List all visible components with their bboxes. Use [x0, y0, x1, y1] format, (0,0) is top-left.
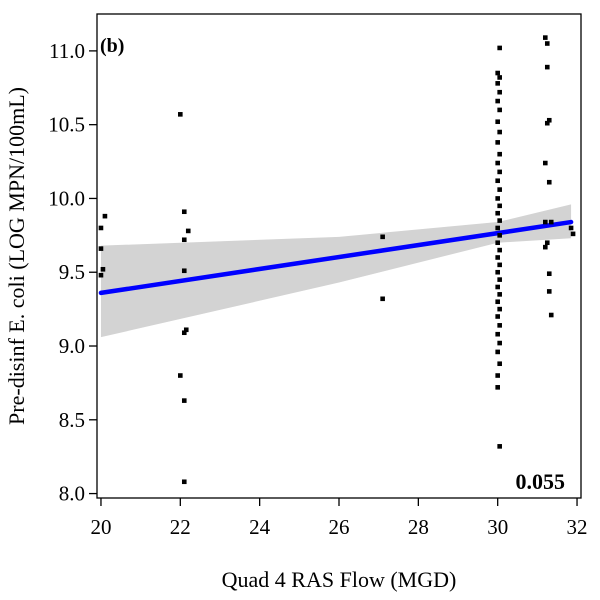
- data-point: [497, 262, 502, 268]
- data-point: [548, 219, 554, 225]
- data-point: [497, 129, 502, 135]
- data-point: [497, 45, 502, 51]
- data-point: [546, 117, 552, 123]
- data-point: [495, 160, 500, 166]
- data-point: [497, 151, 502, 157]
- data-point: [495, 240, 500, 246]
- data-point: [544, 41, 550, 46]
- data-point: [495, 225, 500, 231]
- confidence-band: [100, 204, 572, 338]
- data-point: [544, 120, 550, 126]
- data-point: [568, 225, 574, 231]
- data-point: [495, 196, 500, 201]
- data-point: [183, 327, 189, 333]
- data-point: [380, 296, 385, 302]
- data-point: [98, 225, 104, 231]
- data-point: [497, 444, 502, 449]
- y-tick-label: 9.5: [59, 260, 85, 284]
- y-tick-label: 8.0: [59, 482, 85, 506]
- data-point: [497, 107, 502, 113]
- data-point: [495, 210, 500, 216]
- data-point: [497, 361, 502, 367]
- data-point: [98, 272, 104, 278]
- data-point: [542, 219, 548, 225]
- data-point: [181, 330, 187, 336]
- data-point: [495, 299, 500, 305]
- data-point: [181, 398, 187, 403]
- data-point: [185, 228, 191, 234]
- x-tick-label: 30: [487, 515, 508, 539]
- data-point: [497, 89, 502, 95]
- data-point: [497, 203, 502, 209]
- y-axis-title: Pre-disinf E. coli (LOG MPN/100mL): [4, 87, 29, 425]
- y-tick-label: 10.5: [48, 113, 85, 137]
- data-point: [178, 112, 183, 117]
- data-point: [495, 98, 500, 104]
- data-point: [497, 187, 502, 192]
- data-point: [495, 119, 500, 125]
- x-tick-label: 20: [90, 515, 111, 539]
- data-point: [497, 306, 502, 312]
- data-point: [181, 237, 187, 243]
- data-point: [497, 323, 502, 328]
- data-point: [497, 218, 502, 223]
- x-tick-label: 32: [567, 515, 588, 539]
- data-point: [495, 314, 500, 319]
- data-point: [495, 70, 500, 76]
- data-point: [495, 284, 500, 290]
- data-point: [102, 213, 108, 219]
- data-point: [380, 234, 385, 240]
- data-point: [497, 233, 502, 238]
- x-axis-title: Quad 4 RAS Flow (MGD): [222, 567, 457, 592]
- data-point: [544, 240, 550, 246]
- data-point: [495, 373, 500, 378]
- data-point: [542, 160, 548, 166]
- x-tick-label: 24: [249, 515, 271, 539]
- data-point: [181, 209, 187, 215]
- y-tick-label: 8.5: [59, 408, 85, 432]
- data-point: [100, 266, 106, 272]
- x-tick-label: 26: [329, 515, 350, 539]
- data-point: [542, 244, 548, 250]
- data-point: [497, 277, 502, 282]
- data-point: [495, 140, 500, 145]
- data-point: [98, 246, 104, 251]
- data-point: [546, 179, 552, 185]
- data-point: [570, 231, 576, 237]
- data-point: [181, 268, 187, 274]
- y-tick-label: 10.0: [48, 186, 85, 210]
- statistic-annotation: 0.055: [516, 469, 566, 494]
- data-point: [542, 35, 548, 40]
- fit-line-layer: [98, 219, 574, 296]
- data-points-layer: [98, 35, 576, 485]
- x-axis: 20 22 24 26 28 30 32: [90, 498, 588, 539]
- panel-label: (b): [100, 35, 124, 57]
- data-point: [495, 349, 500, 355]
- y-axis: 8.0 8.5 9.0 9.5 10.0 10.5 11.0: [48, 39, 97, 506]
- data-point: [548, 312, 554, 318]
- data-point: [495, 255, 500, 260]
- data-point: [495, 331, 500, 337]
- x-tick-label: 28: [408, 515, 429, 539]
- x-tick-label: 22: [170, 515, 191, 539]
- y-tick-label: 11.0: [49, 39, 85, 63]
- data-point: [497, 75, 502, 80]
- data-point: [546, 289, 552, 294]
- data-point: [497, 247, 502, 253]
- data-point: [544, 64, 550, 70]
- data-point: [495, 269, 500, 275]
- data-point: [497, 292, 502, 297]
- data-point: [495, 81, 500, 86]
- regression-line: [98, 219, 574, 296]
- data-point: [546, 271, 552, 277]
- y-tick-label: 9.0: [59, 334, 85, 358]
- data-point: [495, 178, 500, 184]
- data-point: [181, 479, 187, 485]
- data-point: [495, 385, 500, 390]
- data-point: [178, 373, 183, 378]
- confidence-band-layer: [100, 204, 572, 338]
- data-point: [497, 169, 502, 175]
- data-point: [497, 340, 502, 346]
